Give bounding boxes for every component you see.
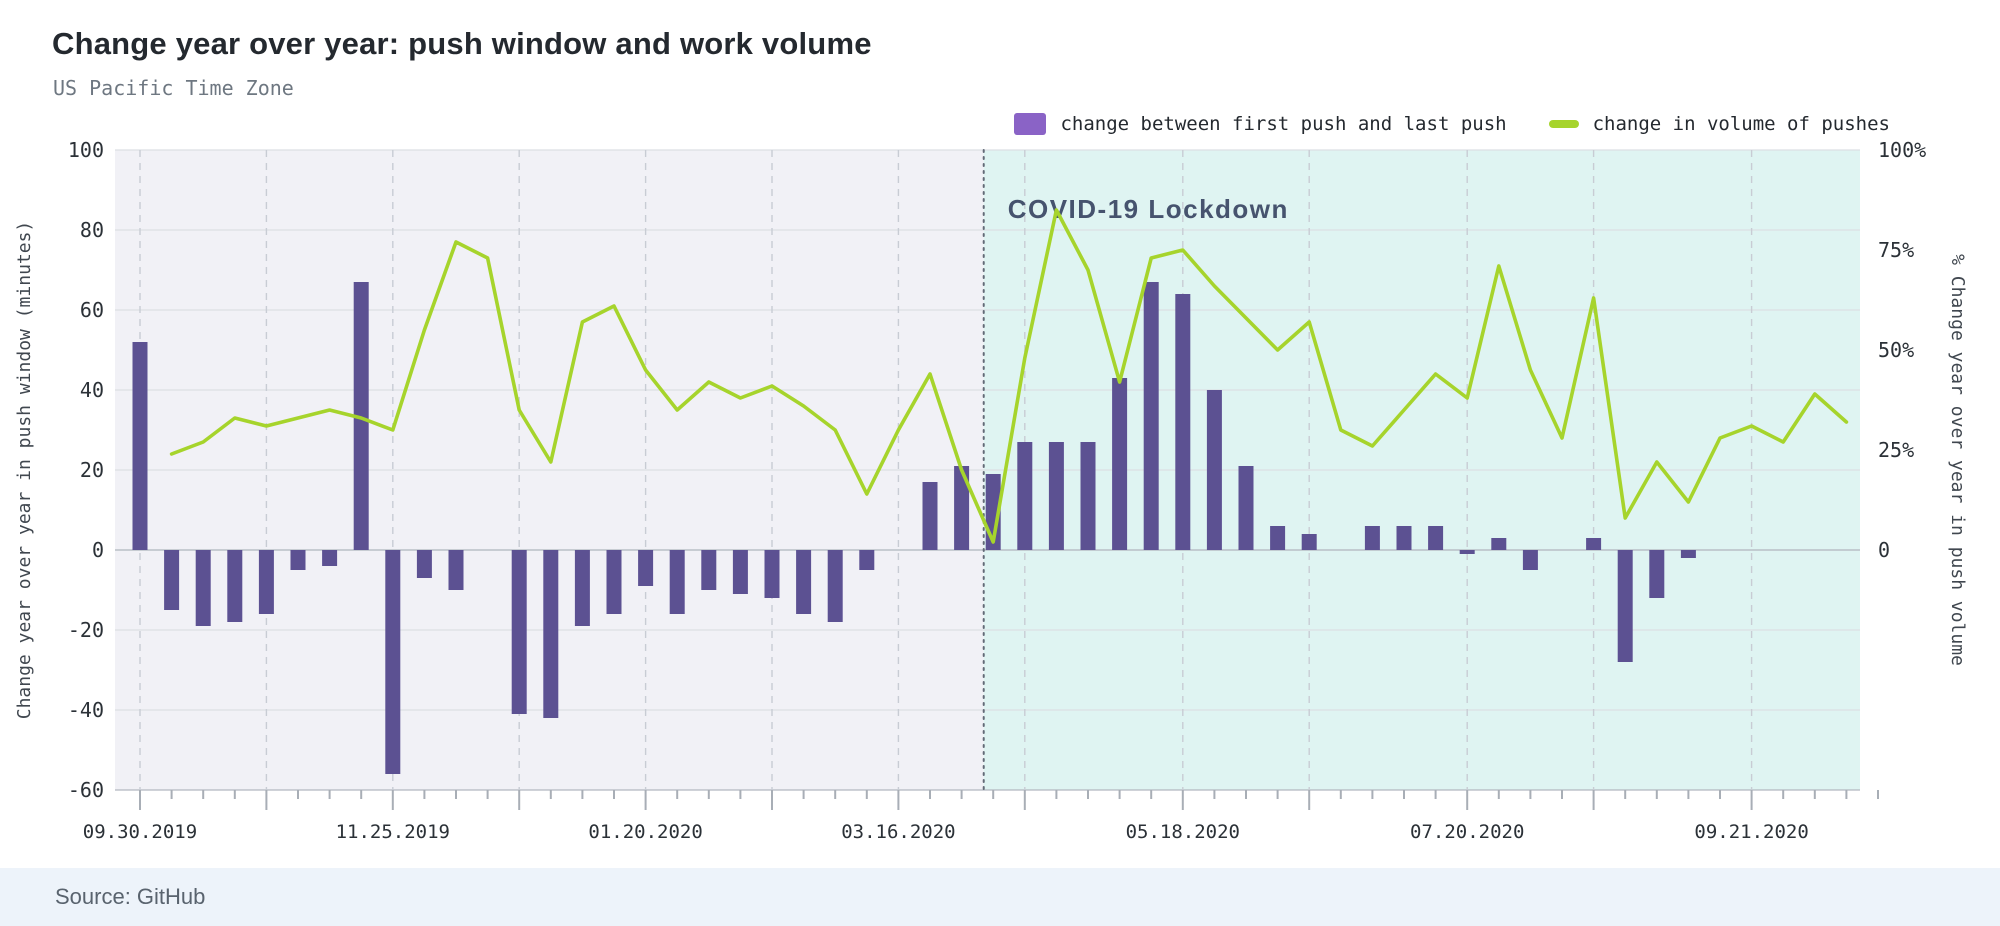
bar xyxy=(638,550,654,586)
bar xyxy=(1112,378,1128,550)
bar xyxy=(1175,294,1191,550)
bar xyxy=(796,550,812,614)
footer-bar: Source: GitHub xyxy=(0,868,2000,926)
legend: change between first push and last push … xyxy=(1014,113,1890,135)
bar xyxy=(1017,442,1033,550)
bar xyxy=(764,550,780,598)
legend-item-push-volume: change in volume of pushes xyxy=(1548,113,1890,135)
bar xyxy=(290,550,306,570)
purple-square-swatch-icon xyxy=(1014,113,1047,135)
left-axis-ticks: 100 80 60 40 20 0 -20 -40 -60 xyxy=(68,138,104,802)
bar xyxy=(1428,526,1444,550)
left-axis-title: Change year over year in push window (mi… xyxy=(14,221,35,720)
svg-text:09.30.2019: 09.30.2019 xyxy=(83,821,197,843)
bar xyxy=(1238,466,1254,550)
svg-text:100: 100 xyxy=(68,138,104,162)
bar xyxy=(416,550,432,578)
svg-text:11.25.2019: 11.25.2019 xyxy=(336,821,450,843)
bar xyxy=(859,550,875,570)
bar xyxy=(385,550,401,774)
bar xyxy=(322,550,338,566)
svg-text:-40: -40 xyxy=(68,698,104,722)
bar xyxy=(1680,550,1696,558)
bar xyxy=(1364,526,1380,550)
svg-text:09.21.2020: 09.21.2020 xyxy=(1694,821,1808,843)
svg-text:25%: 25% xyxy=(1878,438,1914,462)
axis-titles: Change year over year in push window (mi… xyxy=(14,221,1968,720)
lockdown-label: COVID-19 Lockdown xyxy=(1008,194,1289,224)
svg-text:40: 40 xyxy=(80,378,104,402)
chart-canvas: COVID-19 Lockdown 09.30.2019 11.25.2019 01.… xyxy=(14,138,1968,843)
svg-text:03.16.2020: 03.16.2020 xyxy=(841,821,955,843)
green-dash-swatch-icon xyxy=(1548,120,1579,128)
bar xyxy=(701,550,717,590)
source-attribution: Source: GitHub xyxy=(55,884,206,909)
svg-text:20: 20 xyxy=(80,458,104,482)
legend-label: change between first push and last push xyxy=(1060,113,1507,135)
bar xyxy=(1649,550,1665,598)
bar xyxy=(732,550,748,594)
page-title: Change year over year: push window and w… xyxy=(52,26,872,61)
svg-text:0: 0 xyxy=(1878,538,1890,562)
bar xyxy=(954,466,970,550)
bar xyxy=(1491,538,1507,550)
svg-text:50%: 50% xyxy=(1878,338,1914,362)
bar xyxy=(1143,282,1159,550)
svg-text:07.20.2020: 07.20.2020 xyxy=(1410,821,1524,843)
bar xyxy=(606,550,622,614)
bar xyxy=(1459,550,1475,554)
svg-text:05.18.2020: 05.18.2020 xyxy=(1126,821,1240,843)
bar xyxy=(448,550,464,590)
x-axis-labels: 09.30.2019 11.25.2019 01.20.2020 03.16.2020… xyxy=(83,821,1809,843)
bar xyxy=(1270,526,1286,550)
bar xyxy=(353,282,369,550)
legend-item-push-window: change between first push and last push xyxy=(1014,113,1507,135)
bar xyxy=(1522,550,1538,570)
bar xyxy=(1080,442,1096,550)
svg-text:100%: 100% xyxy=(1878,138,1926,162)
bar xyxy=(132,342,148,550)
bar xyxy=(227,550,243,622)
bar xyxy=(574,550,590,626)
bar xyxy=(1396,526,1412,550)
bar xyxy=(1617,550,1633,662)
bar xyxy=(1301,534,1317,550)
svg-text:80: 80 xyxy=(80,218,104,242)
bar xyxy=(1048,442,1064,550)
bar xyxy=(1586,538,1602,550)
bar xyxy=(511,550,527,714)
bar xyxy=(669,550,685,614)
bar xyxy=(543,550,559,718)
line-series xyxy=(169,208,1849,544)
svg-text:75%: 75% xyxy=(1878,238,1914,262)
right-axis-title: % Change year over year in push volume xyxy=(1947,254,1968,666)
x-ticks xyxy=(139,790,1879,810)
bar-series xyxy=(132,282,1696,774)
bar xyxy=(922,482,938,550)
svg-text:0: 0 xyxy=(92,538,104,562)
bar xyxy=(1206,390,1222,550)
legend-label: change in volume of pushes xyxy=(1592,113,1890,135)
right-axis-ticks: 100% 75% 50% 25% 0 xyxy=(1878,138,1926,562)
page-subtitle: US Pacific Time Zone xyxy=(53,76,294,100)
svg-text:-60: -60 xyxy=(68,778,104,802)
svg-text:01.20.2020: 01.20.2020 xyxy=(588,821,702,843)
bar xyxy=(195,550,211,626)
svg-text:-20: -20 xyxy=(68,618,104,642)
bar xyxy=(164,550,180,610)
bar xyxy=(827,550,843,622)
bar xyxy=(258,550,274,614)
svg-text:60: 60 xyxy=(80,298,104,322)
